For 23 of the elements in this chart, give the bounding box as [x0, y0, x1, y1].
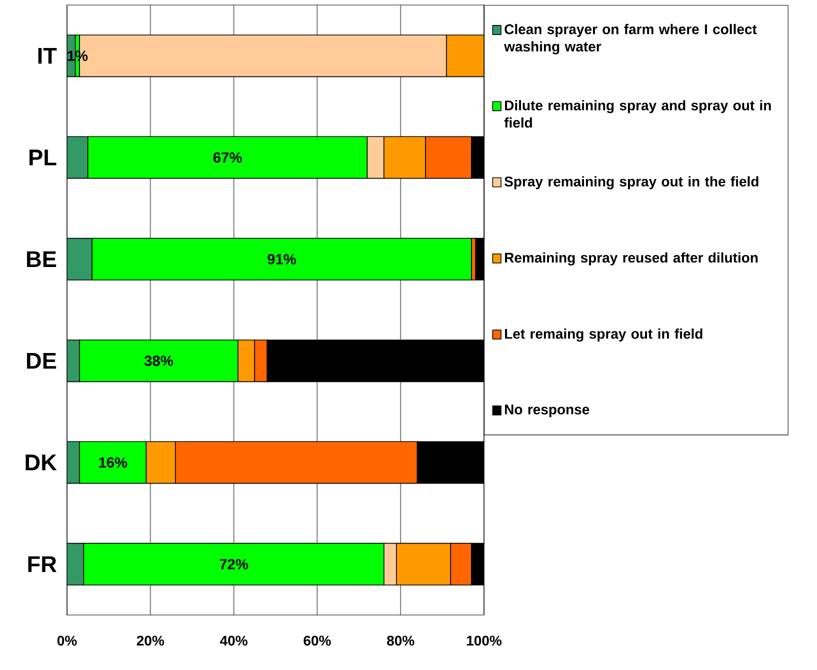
- data-label: 72%: [220, 558, 248, 570]
- legend-label: Clean sprayer on farm where I collect washing water: [504, 24, 757, 54]
- legend-label: Let remaing spray out in field: [505, 328, 702, 342]
- data-label: 67%: [213, 152, 242, 163]
- data-label: 91%: [268, 254, 296, 264]
- y-tick-label: DK: [26, 454, 57, 470]
- y-tick-label: IT: [38, 48, 57, 64]
- data-label: 16%: [99, 457, 128, 468]
- y-tick-label: BE: [27, 251, 56, 267]
- legend-label: Remaining spray reused after dilution: [505, 252, 758, 266]
- x-tick-label: 80%: [387, 636, 414, 646]
- legend-label: Dilute remaining spray and spray out in field: [504, 100, 771, 128]
- x-tick-label: 20%: [136, 636, 164, 646]
- x-tick-label: 0%: [57, 636, 77, 646]
- y-tick-label: FR: [28, 556, 57, 572]
- y-tick-label: DE: [27, 353, 56, 369]
- y-tick-label: PL: [30, 150, 56, 166]
- legend-label: Spray remaining spray out in the field: [504, 176, 758, 190]
- x-tick-label: 100%: [466, 636, 502, 646]
- data-label: 38%: [144, 356, 174, 366]
- x-tick-label: 40%: [220, 636, 248, 646]
- legend-label: No response: [505, 404, 590, 418]
- x-tick-label: 60%: [304, 636, 331, 646]
